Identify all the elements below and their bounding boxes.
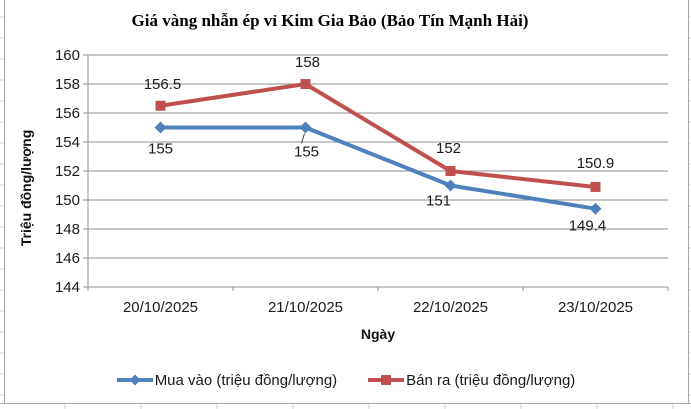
x-tick-label: 20/10/2025: [123, 299, 198, 316]
data-label: 156.5: [144, 76, 182, 93]
x-axis-title: Ngày: [360, 326, 396, 342]
data-point-marker-diamond: [589, 202, 602, 215]
data-point-marker-square: [445, 166, 456, 176]
data-label: 151: [426, 193, 451, 210]
legend-item-mua-vao: Mua vào (triệu đồng/lượng): [116, 372, 337, 389]
data-point-marker-diamond: [154, 121, 167, 134]
x-tick-label: 21/10/2025: [268, 299, 343, 316]
y-tick-label: 160: [55, 47, 80, 64]
y-tick-label: 156: [55, 105, 80, 122]
legend-label: Mua vào (triệu đồng/lượng): [154, 371, 338, 389]
legend-label: Bán ra (triệu đồng/lượng): [406, 371, 576, 389]
data-point-marker-diamond: [444, 179, 457, 192]
y-tick-label: 144: [55, 279, 80, 296]
y-tick-label: 154: [55, 134, 80, 151]
data-label: 155: [148, 141, 173, 158]
legend-marker-square: [381, 375, 392, 385]
y-axis-title: Triệu đồng/lượng: [18, 129, 34, 247]
data-label: 149.4: [569, 218, 607, 235]
data-point-marker-diamond: [299, 121, 312, 134]
legend-marker-diamond: [129, 374, 141, 386]
y-tick-label: 152: [55, 163, 80, 180]
legend: Mua vào (triệu đồng/lượng) Bán ra (triệu …: [0, 369, 691, 391]
series-line-1: [158, 82, 598, 189]
data-point-marker-square: [590, 181, 601, 192]
legend-square-swatch: [368, 375, 405, 385]
y-tick-label: 148: [55, 221, 80, 238]
y-tick-label: 150: [55, 192, 80, 209]
data-label: 150.9: [577, 155, 615, 172]
data-label: 152: [436, 140, 461, 157]
x-tick-label: 22/10/2025: [413, 299, 488, 316]
data-label-leader-line: [301, 133, 305, 144]
x-tick-label: 23/10/2025: [558, 299, 633, 316]
chart-title: Giá vàng nhẫn ép vỉ Kim Gia Bảo (Bảo Tín…: [131, 11, 529, 30]
legend-item-ban-ra: Bán ra (triệu đồng/lượng): [367, 372, 575, 389]
legend-diamond-swatch: [116, 374, 153, 386]
data-point-marker-square: [300, 79, 311, 89]
y-tick-label: 158: [55, 76, 80, 93]
data-point-marker-square: [155, 100, 166, 111]
data-label: 155: [294, 144, 319, 161]
data-label: 158: [295, 54, 320, 71]
y-tick-label: 146: [55, 250, 80, 267]
series-line-0: [158, 125, 598, 211]
